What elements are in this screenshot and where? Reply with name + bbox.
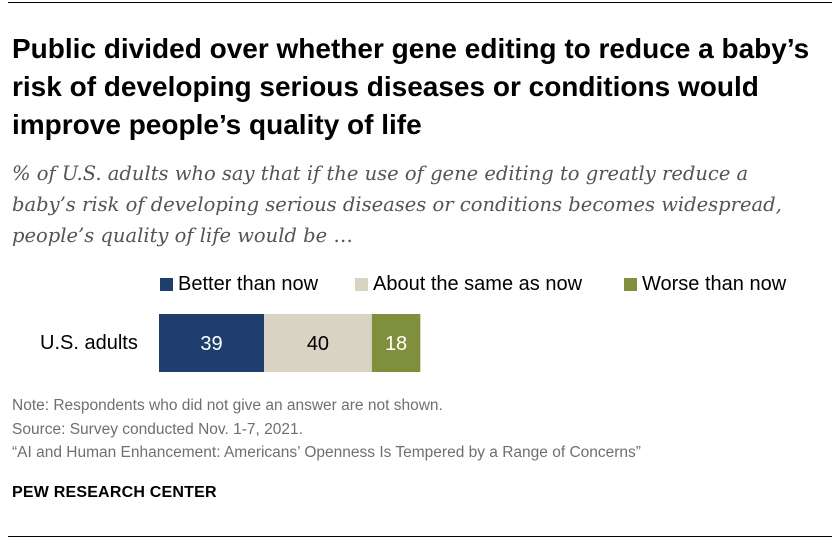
source-text: Source: Survey conducted Nov. 1-7, 2021.: [12, 420, 303, 438]
pew-research-logo-text: PEW RESEARCH CENTER: [12, 484, 217, 501]
bar-segment-same: [264, 314, 372, 372]
data-label-better: 39: [200, 333, 222, 355]
data-label-worse: 18: [385, 333, 407, 355]
notes-block: Note: Respondents who did not give an an…: [12, 394, 832, 465]
legend-swatch-same: [355, 277, 368, 291]
legend-label-better: Better than now: [178, 272, 319, 295]
legend-item-better: Better than now: [160, 272, 318, 296]
legend-label-same: About the same as now: [373, 272, 583, 295]
note-text: Note: Respondents who did not give an an…: [12, 397, 443, 414]
chart-subtitle: % of U.S. adults who say that if the use…: [12, 162, 782, 247]
bar-segment-better: [159, 314, 265, 372]
chart-title: Public divided over whether gene editing…: [12, 33, 810, 140]
top-rule: [8, 2, 832, 3]
legend-item-worse: Worse than now: [624, 272, 786, 296]
report-title-text: “AI and Human Enhancement: Americans’ Op…: [12, 444, 641, 461]
category-label-us-adults: U.S. adults: [40, 332, 138, 354]
bar-segment-worse: [371, 314, 421, 372]
legend-swatch-worse: [624, 277, 637, 291]
data-label-same: 40: [307, 333, 329, 355]
legend-swatch-better: [160, 277, 173, 291]
legend-item-same: About the same as now: [355, 272, 582, 296]
bottom-rule: [8, 536, 832, 537]
legend-label-worse: Worse than now: [642, 272, 787, 295]
